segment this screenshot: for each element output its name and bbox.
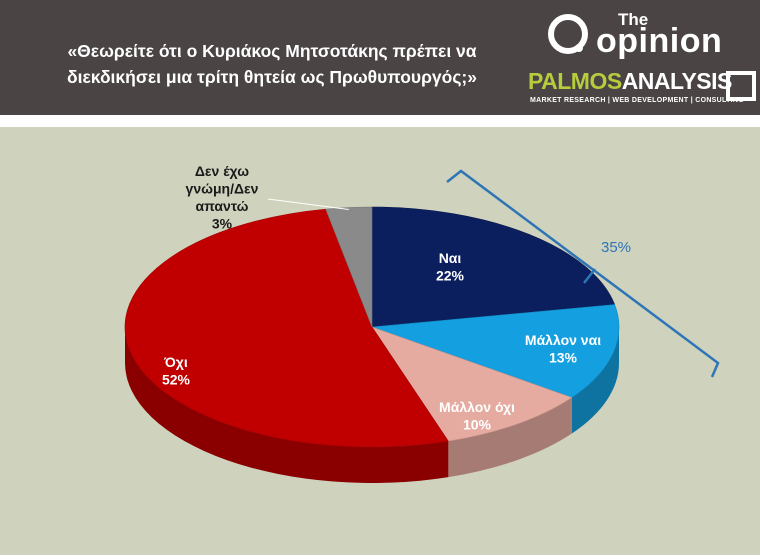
pie-sides — [125, 327, 619, 483]
palmos-analysis-logo: PALMOSANALYSIS MARKET RESEARCH | WEB DEV… — [528, 68, 756, 110]
analysis-text: ANALYSIS — [621, 68, 733, 94]
slice-label-no-opinion: Δεν έχω γνώμη/Δεν απαντώ 3% — [186, 163, 259, 232]
palmos-square-icon — [726, 71, 756, 101]
pie-annotation: 35% — [446, 169, 720, 378]
pie-side-μάλλον-όχι — [448, 397, 572, 478]
slice-label-mallon-nai: Μάλλον ναι 13% — [525, 332, 601, 366]
pie-slice-ναι — [371, 206, 616, 328]
palmos-wordmark: PALMOSANALYSIS — [528, 68, 732, 95]
header-banner: «Θεωρείτε ότι ο Κυριάκος Μητσοτάκης πρέπ… — [0, 0, 760, 115]
pie-tops — [124, 206, 620, 448]
pie-slice-μάλλον-ναι — [371, 304, 620, 398]
opinion-logo-dot-icon — [575, 44, 583, 52]
slice-label-nai: Ναι 22% — [436, 250, 465, 284]
pie-slice-μάλλον-όχι — [371, 326, 573, 442]
the-opinion-logo: The opinion — [548, 10, 748, 60]
survey-question-title: «Θεωρείτε ότι ο Κυριάκος Μητσοτάκης πρέπ… — [66, 41, 477, 87]
slice-label-mallon-oxi: Μάλλον όχι 10% — [439, 399, 515, 433]
pie-labels: Ναι 22% Μάλλον ναι 13% Μάλλον όχι 10% Όχι 52% Δε… — [162, 163, 601, 433]
pie-slice-όχι — [124, 208, 449, 448]
no-opinion-leader-line — [267, 198, 349, 211]
opinion-logo-ring-icon — [548, 14, 588, 54]
chart-panel: Ναι 22% Μάλλον ναι 13% Μάλλον όχι 10% Όχι 52% Δε… — [0, 127, 760, 555]
slice-label-oxi: Όχι 52% — [162, 354, 191, 388]
pie-chart: Ναι 22% Μάλλον ναι 13% Μάλλον όχι 10% Όχι 52% Δε… — [124, 163, 720, 483]
pie-slice-δεν-έχω-γνώμη-δεν-απαντώ — [325, 206, 373, 328]
annotation-bracket-tick — [583, 268, 596, 284]
annotation-35-percent-label: 35% — [601, 239, 631, 256]
pie-side-μάλλον-ναι — [571, 327, 619, 434]
palmos-text: PALMOS — [528, 68, 622, 94]
opinion-logo-the-text: The — [618, 10, 649, 29]
pie-side-όχι — [125, 327, 449, 483]
annotation-bracket — [446, 169, 720, 378]
opinion-logo-wordmark: opinion — [596, 22, 723, 60]
palmos-tagline: MARKET RESEARCH | WEB DEVELOPMENT | CONS… — [530, 97, 744, 104]
